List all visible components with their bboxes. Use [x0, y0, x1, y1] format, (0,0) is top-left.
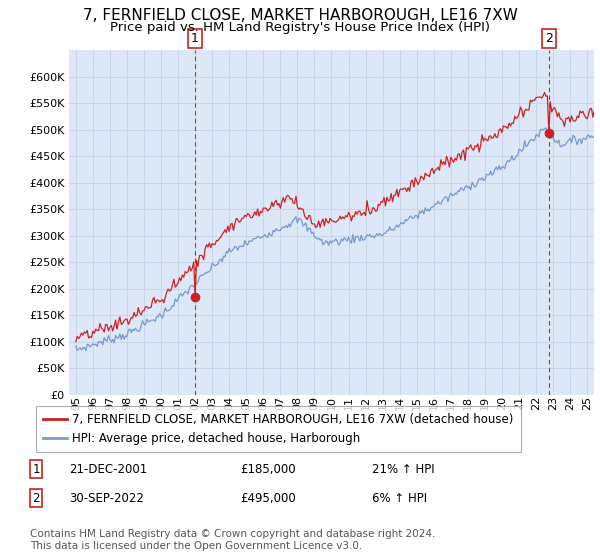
Text: £495,000: £495,000: [240, 492, 296, 505]
Text: Price paid vs. HM Land Registry's House Price Index (HPI): Price paid vs. HM Land Registry's House …: [110, 21, 490, 34]
Text: 2: 2: [545, 32, 553, 45]
Legend: 7, FERNFIELD CLOSE, MARKET HARBOROUGH, LE16 7XW (detached house), HPI: Average p: 7, FERNFIELD CLOSE, MARKET HARBOROUGH, L…: [36, 407, 521, 452]
Text: 21% ↑ HPI: 21% ↑ HPI: [372, 463, 434, 476]
Text: Contains HM Land Registry data © Crown copyright and database right 2024.
This d: Contains HM Land Registry data © Crown c…: [30, 529, 436, 551]
Text: 1: 1: [32, 463, 40, 476]
Text: 21-DEC-2001: 21-DEC-2001: [69, 463, 147, 476]
Text: £185,000: £185,000: [240, 463, 296, 476]
Text: 6% ↑ HPI: 6% ↑ HPI: [372, 492, 427, 505]
Text: 1: 1: [191, 32, 199, 45]
Text: 7, FERNFIELD CLOSE, MARKET HARBOROUGH, LE16 7XW: 7, FERNFIELD CLOSE, MARKET HARBOROUGH, L…: [83, 8, 517, 24]
Text: 30-SEP-2022: 30-SEP-2022: [69, 492, 144, 505]
Text: 2: 2: [32, 492, 40, 505]
